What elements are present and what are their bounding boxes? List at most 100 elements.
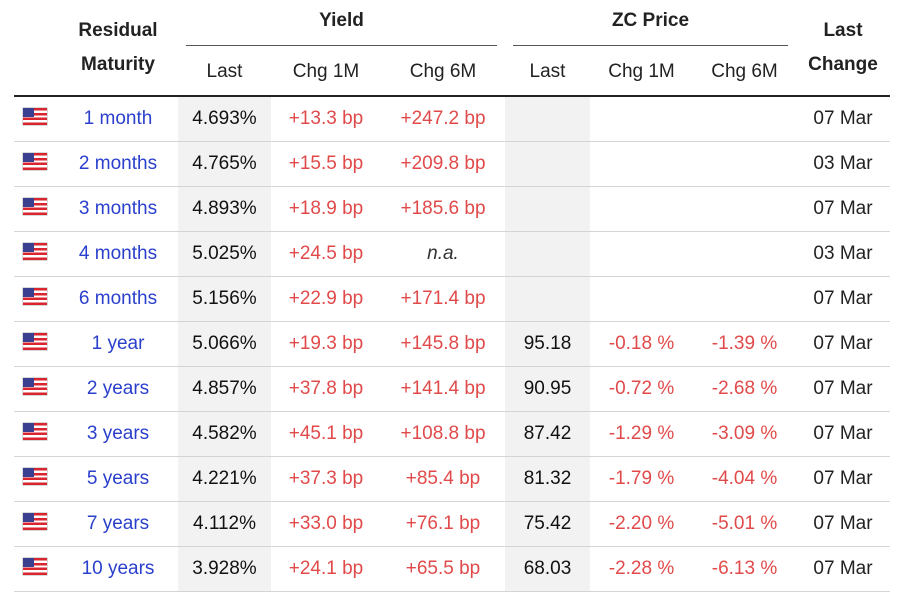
yield-chg-6m-cell: +85.4 bp [381,456,505,502]
zc-price-group-label: ZC Price [513,3,788,46]
table-row: 1 month 4.693% +13.3 bp +247.2 bp 07 Mar [14,96,890,142]
zc-price-group-header: ZC Price [505,0,796,48]
maturity-cell[interactable]: 7 years [58,501,178,547]
maturity-cell[interactable]: 5 years [58,456,178,502]
last-change-cell: 07 Mar [796,411,890,457]
yield-chg-6m-cell: +108.8 bp [381,411,505,457]
zc-chg-6m-cell: -6.13 % [693,546,796,592]
flag-cell [14,96,58,142]
maturity-link[interactable]: 1 month [83,108,153,129]
maturity-link[interactable]: 2 years [86,378,150,399]
yield-last-cell: 4.221% [178,456,271,502]
us-flag-icon [23,243,47,261]
maturity-link[interactable]: 7 years [86,513,150,534]
yield-chg-1m-header: Chg 1M [271,48,381,97]
yield-last-header: Last [178,48,271,97]
maturity-cell[interactable]: 3 months [58,186,178,232]
yield-last-cell: 5.156% [178,276,271,322]
zc-chg-1m-cell [590,276,693,322]
maturity-cell[interactable]: 1 month [58,96,178,142]
maturity-link[interactable]: 3 years [86,423,150,444]
yield-group-label: Yield [186,3,497,46]
zc-chg-1m-cell [590,96,693,142]
yield-chg-1m-cell: +19.3 bp [271,321,381,367]
last-change-header-line2: Change [808,53,878,75]
flag-cell [14,501,58,547]
table-row: 2 months 4.765% +15.5 bp +209.8 bp 03 Mar [14,141,890,187]
zc-chg-6m-cell: -5.01 % [693,501,796,547]
maturity-cell[interactable]: 4 months [58,231,178,277]
last-change-cell: 07 Mar [796,456,890,502]
flag-cell [14,456,58,502]
yield-group-header: Yield [178,0,505,48]
maturity-link[interactable]: 10 years [81,558,155,579]
zc-last-cell: 81.32 [505,456,590,502]
maturity-link[interactable]: 1 year [91,333,145,354]
zc-chg-6m-cell: -4.04 % [693,456,796,502]
zc-last-header: Last [505,48,590,97]
flag-cell [14,321,58,367]
maturity-link[interactable]: 4 months [78,243,158,264]
table-row: 3 months 4.893% +18.9 bp +185.6 bp 07 Mar [14,186,890,232]
flag-cell [14,141,58,187]
yield-last-cell: 3.928% [178,546,271,592]
zc-chg-1m-cell: -2.28 % [590,546,693,592]
yield-chg-1m-cell: +37.8 bp [271,366,381,412]
zc-chg-1m-cell [590,141,693,187]
yield-chg-6m-cell: +76.1 bp [381,501,505,547]
flag-cell [14,546,58,592]
zc-chg-1m-cell: -1.79 % [590,456,693,502]
yield-chg-6m-header: Chg 6M [381,48,505,97]
maturity-link[interactable]: 3 months [78,198,158,219]
us-flag-icon [23,333,47,351]
zc-chg-1m-cell [590,231,693,277]
yield-chg-1m-cell: +13.3 bp [271,96,381,142]
yield-chg-1m-cell: +15.5 bp [271,141,381,187]
flag-cell [14,276,58,322]
yield-chg-6m-cell: n.a. [381,231,505,277]
us-flag-icon [23,423,47,441]
yield-last-cell: 5.066% [178,321,271,367]
yield-last-cell: 4.893% [178,186,271,232]
residual-maturity-header-line2: Maturity [81,53,155,75]
zc-chg-6m-cell [693,141,796,187]
maturity-link[interactable]: 2 months [78,153,158,174]
table-row: 2 years 4.857% +37.8 bp +141.4 bp 90.95 -0.72… [14,366,890,412]
maturity-cell[interactable]: 2 years [58,366,178,412]
table-row: 4 months 5.025% +24.5 bp n.a. 03 Mar [14,231,890,277]
zc-last-cell: 87.42 [505,411,590,457]
yield-chg-6m-cell: +171.4 bp [381,276,505,322]
maturity-cell[interactable]: 6 months [58,276,178,322]
zc-chg-6m-cell: -1.39 % [693,321,796,367]
zc-last-cell [505,96,590,142]
maturity-link[interactable]: 6 months [78,288,158,309]
yield-chg-6m-cell: +141.4 bp [381,366,505,412]
maturity-cell[interactable]: 2 months [58,141,178,187]
table-row: 5 years 4.221% +37.3 bp +85.4 bp 81.32 -1.79 … [14,456,890,502]
yield-chg-1m-cell: +22.9 bp [271,276,381,322]
last-change-cell: 03 Mar [796,231,890,277]
yield-last-cell: 4.765% [178,141,271,187]
maturity-cell[interactable]: 1 year [58,321,178,367]
zc-chg-1m-cell: -0.18 % [590,321,693,367]
zc-chg-6m-cell [693,231,796,277]
yield-chg-1m-cell: +33.0 bp [271,501,381,547]
us-flag-icon [23,288,47,306]
last-change-cell: 07 Mar [796,366,890,412]
last-change-cell: 07 Mar [796,276,890,322]
last-change-header-line1: Last [823,19,863,41]
maturity-link[interactable]: 5 years [86,468,150,489]
yield-chg-1m-cell: +45.1 bp [271,411,381,457]
maturity-cell[interactable]: 10 years [58,546,178,592]
maturity-cell[interactable]: 3 years [58,411,178,457]
last-change-cell: 03 Mar [796,141,890,187]
us-flag-icon [23,198,47,216]
zc-chg-6m-cell: -3.09 % [693,411,796,457]
yield-last-cell: 4.112% [178,501,271,547]
last-change-cell: 07 Mar [796,186,890,232]
zc-chg-1m-cell: -1.29 % [590,411,693,457]
zc-last-cell: 75.42 [505,501,590,547]
flag-cell [14,411,58,457]
zc-chg-6m-cell [693,96,796,142]
us-flag-icon [23,153,47,171]
